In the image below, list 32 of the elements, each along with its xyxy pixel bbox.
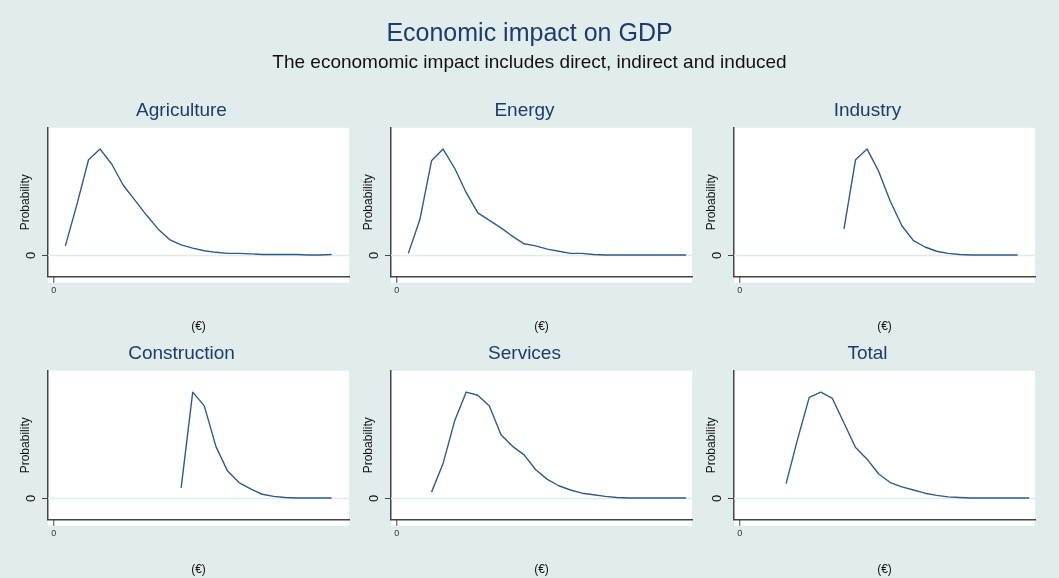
ref-line-label: 0 <box>23 494 39 503</box>
chart-title: Services <box>488 341 561 363</box>
text: Economic impact on GDP <box>385 18 674 47</box>
text: The economomic impact includes direct, indirect and induced <box>271 51 788 73</box>
ref-line-label: 0 <box>23 251 39 260</box>
chart-title: Industry <box>833 98 902 120</box>
text: 0 <box>737 284 743 295</box>
x-axis-title: (€) <box>877 319 892 334</box>
y-axis-title: Probability <box>360 417 375 474</box>
text: 0 <box>394 527 400 538</box>
text: 0 <box>737 527 743 538</box>
chart-title: Construction <box>128 341 235 363</box>
chart-title: Agriculture <box>136 98 227 120</box>
y-axis-title: Probability <box>703 417 718 474</box>
y-axis-title: Probability <box>17 174 32 231</box>
chart-title: Energy <box>494 98 556 120</box>
ref-line-label: 0 <box>366 494 382 503</box>
text: 0 <box>394 284 400 295</box>
chart-title: Total <box>847 341 888 363</box>
y-axis-title: Probability <box>17 417 32 474</box>
x-axis-title: (€) <box>534 319 549 334</box>
x-axis-title: (€) <box>191 319 206 334</box>
x-axis-title: (€) <box>877 562 892 577</box>
ref-line-label: 0 <box>709 494 725 503</box>
y-axis-title: Probability <box>360 174 375 231</box>
x-axis-title: (€) <box>534 562 549 577</box>
ref-line-label: 0 <box>709 251 725 260</box>
text: 0 <box>51 527 57 538</box>
y-axis-title: Probability <box>703 174 718 231</box>
text: 0 <box>51 284 57 295</box>
x-axis-title: (€) <box>191 562 206 577</box>
ref-line-label: 0 <box>366 251 382 260</box>
